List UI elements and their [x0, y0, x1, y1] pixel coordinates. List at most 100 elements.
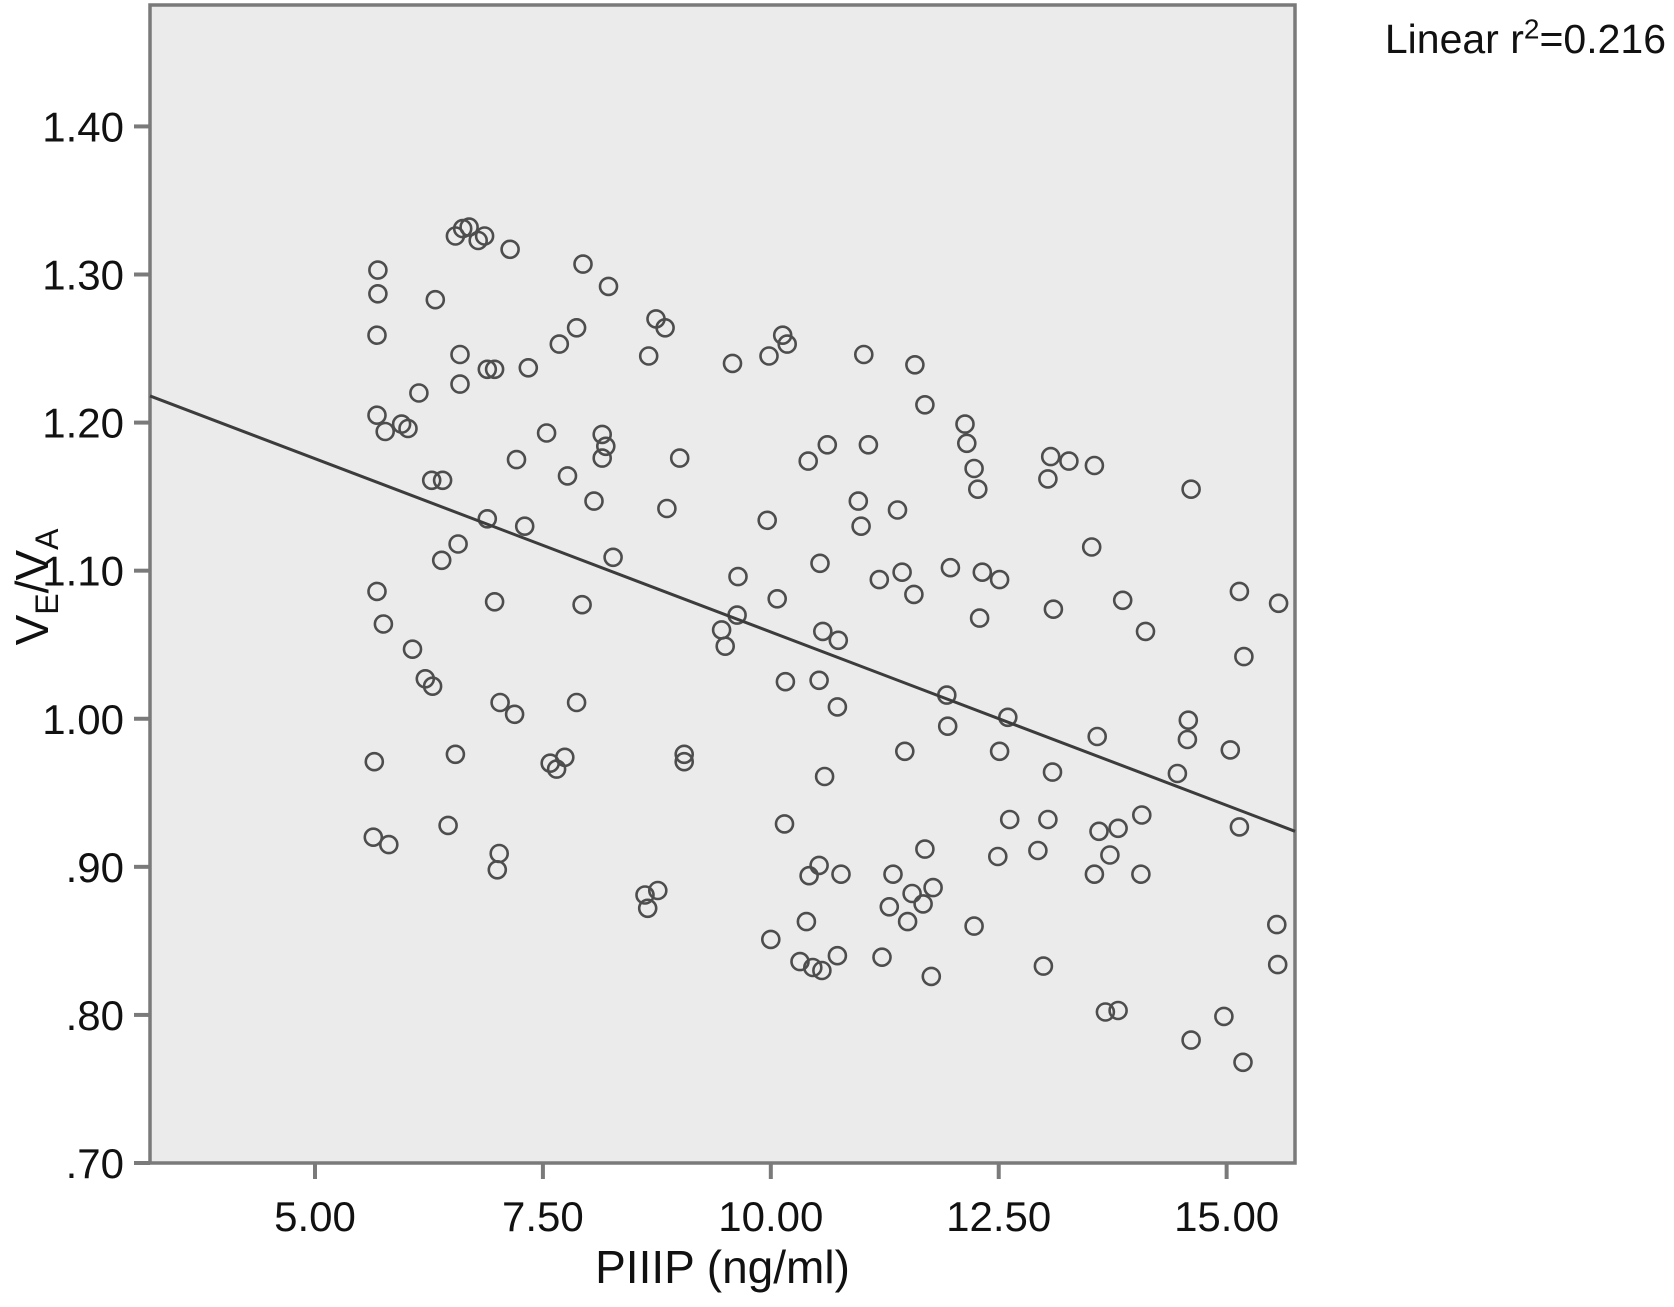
x-tick-label: 5.00	[274, 1193, 356, 1240]
data-point	[897, 911, 918, 932]
data-point	[1229, 817, 1250, 837]
data-point	[1038, 469, 1058, 489]
data-point	[448, 534, 468, 554]
data-point	[637, 898, 658, 919]
data-point	[796, 911, 817, 932]
data-point	[1100, 845, 1120, 865]
data-point	[1095, 1002, 1116, 1022]
fit-annotation-superscript: 2	[1523, 13, 1540, 45]
data-point	[757, 510, 778, 531]
data-point	[1233, 1052, 1253, 1073]
data-point	[402, 639, 423, 660]
plot-area	[148, 3, 1297, 1165]
data-point	[432, 470, 453, 491]
data-point	[1132, 805, 1152, 825]
data-point	[484, 591, 505, 612]
data-point	[1177, 729, 1198, 750]
data-point	[1038, 809, 1058, 830]
data-point	[1043, 599, 1064, 620]
data-point	[817, 434, 838, 455]
data-point	[883, 864, 903, 885]
data-point	[1081, 537, 1102, 557]
data-point	[638, 346, 659, 366]
data-point	[514, 516, 535, 537]
data-point	[546, 759, 567, 779]
data-point	[759, 346, 779, 366]
data-point	[969, 608, 990, 628]
y-tick-label: 1.20	[42, 400, 124, 447]
data-point	[635, 885, 655, 905]
data-point	[438, 815, 458, 836]
data-point	[722, 353, 743, 374]
data-point	[879, 896, 900, 917]
data-point	[1087, 726, 1107, 747]
data-point	[999, 809, 1020, 830]
data-point	[592, 424, 613, 445]
data-point	[812, 621, 833, 642]
data-point	[1028, 840, 1048, 861]
y-tick-label: 1.30	[42, 252, 124, 299]
data-point	[647, 880, 668, 901]
data-point	[812, 960, 832, 981]
data-point	[810, 553, 830, 574]
data-point	[500, 239, 520, 260]
data-point	[367, 405, 387, 426]
data-point	[848, 491, 869, 511]
data-point	[964, 458, 984, 479]
data-point	[872, 947, 892, 968]
data-point	[1234, 646, 1254, 667]
y-tick-label: .80	[66, 992, 124, 1039]
data-point	[1214, 1006, 1234, 1027]
data-point	[484, 359, 505, 380]
fit-annotation-prefix: Linear r	[1384, 16, 1524, 62]
y-axis-title-mid: /V	[6, 549, 58, 594]
data-point	[368, 283, 388, 304]
data-point	[1108, 818, 1128, 839]
data-point	[1131, 864, 1151, 885]
data-point	[450, 374, 470, 394]
data-point	[987, 846, 1008, 867]
data-point	[598, 276, 619, 297]
y-axis-title-sub1: E	[29, 593, 66, 615]
data-point	[566, 317, 587, 338]
data-point	[1089, 821, 1109, 842]
data-point	[905, 354, 925, 375]
data-point	[474, 226, 495, 246]
data-point	[367, 581, 387, 602]
data-point	[657, 498, 677, 519]
y-tick-label: 1.00	[42, 696, 124, 743]
data-point	[477, 508, 498, 529]
y-axis-title-sub2: A	[29, 528, 66, 550]
data-point	[915, 839, 935, 859]
data-point	[798, 451, 819, 471]
y-axis-title-main: V	[6, 614, 58, 646]
data-point	[1108, 1000, 1128, 1021]
data-point	[1112, 590, 1133, 611]
data-point	[1167, 763, 1188, 784]
data-point	[445, 744, 466, 765]
data-point	[536, 423, 557, 443]
data-point	[956, 433, 977, 454]
data-point	[674, 751, 695, 772]
data-point	[831, 864, 851, 885]
data-point	[894, 741, 915, 762]
data-point	[425, 289, 446, 310]
data-point	[584, 491, 604, 511]
data-point	[972, 562, 993, 583]
data-point	[487, 859, 508, 880]
data-point	[549, 334, 570, 354]
data-point	[923, 877, 943, 898]
x-axis-title: PIIIP (ng/ml)	[595, 1241, 850, 1293]
data-point	[989, 569, 1010, 590]
data-point	[572, 594, 592, 615]
data-point	[477, 359, 498, 380]
data-point	[398, 418, 418, 439]
data-point	[940, 557, 961, 578]
x-tick-label: 15.00	[1174, 1193, 1279, 1240]
data-point	[422, 676, 443, 697]
data-point	[603, 547, 623, 568]
data-point	[921, 966, 942, 987]
data-point	[937, 716, 958, 737]
data-point	[858, 434, 879, 455]
